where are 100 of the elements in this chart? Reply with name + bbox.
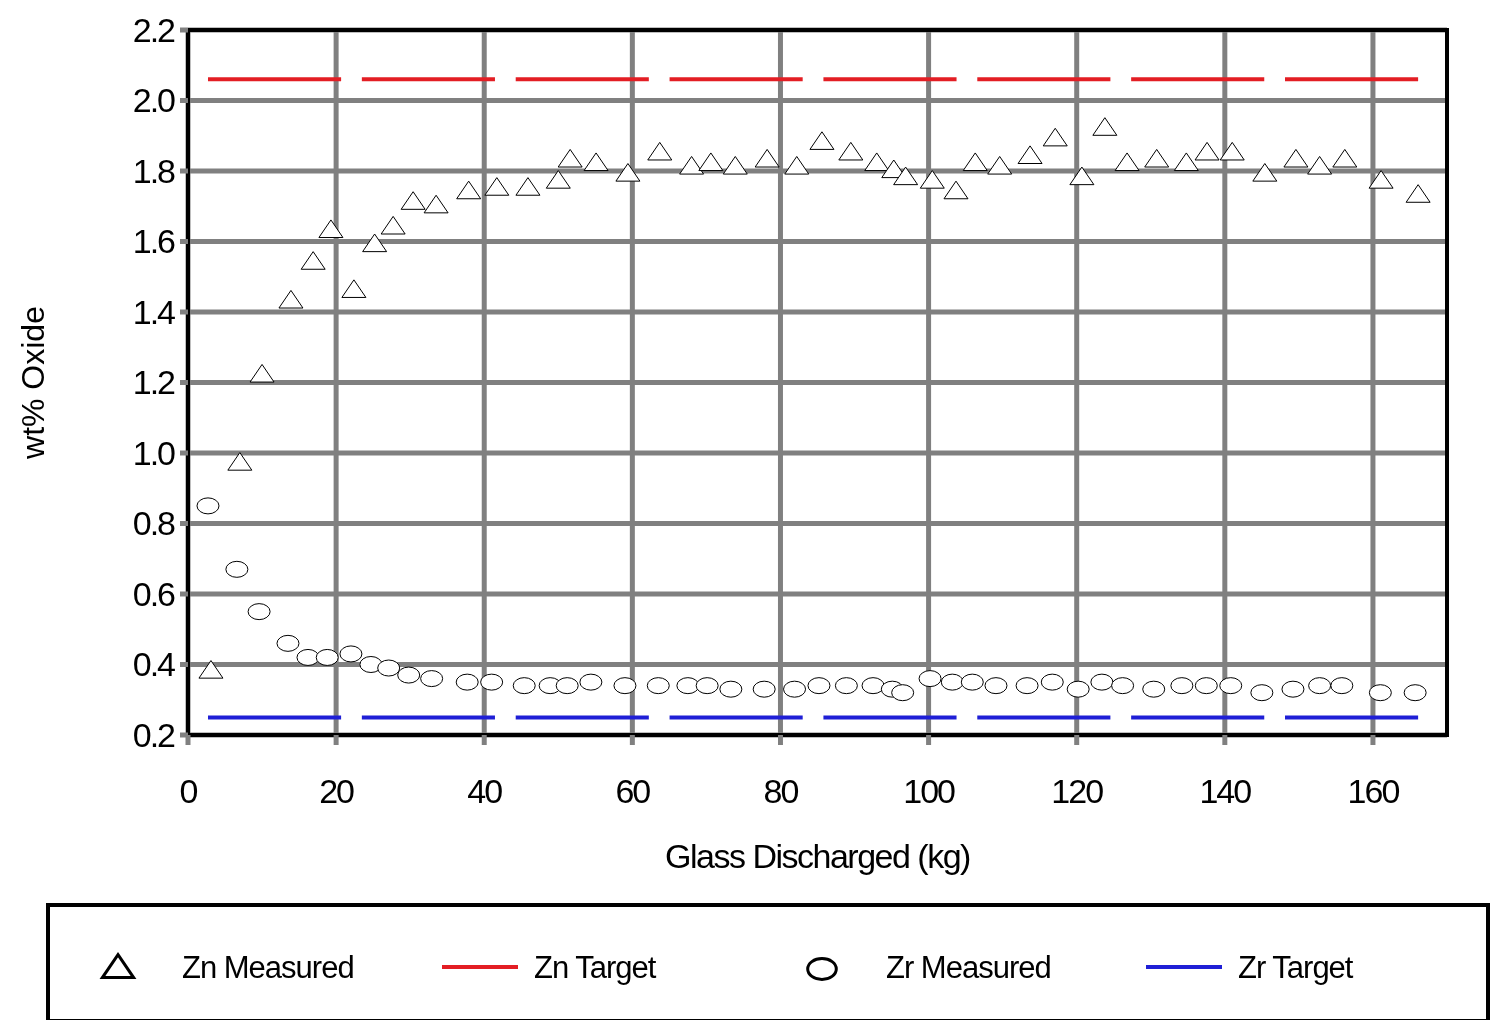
point bbox=[1111, 677, 1135, 695]
point bbox=[400, 191, 426, 210]
point bbox=[752, 680, 776, 698]
point bbox=[1219, 141, 1245, 161]
point bbox=[1015, 677, 1039, 695]
point bbox=[196, 497, 220, 515]
point bbox=[1308, 677, 1332, 695]
point bbox=[579, 673, 603, 691]
point bbox=[380, 215, 406, 235]
x-tick-label: 100 bbox=[903, 772, 956, 810]
point bbox=[1194, 677, 1218, 695]
point bbox=[300, 251, 326, 270]
point bbox=[1170, 677, 1194, 695]
x-tick-label: 80 bbox=[763, 772, 799, 810]
point bbox=[784, 155, 810, 175]
point bbox=[754, 148, 780, 168]
point bbox=[247, 603, 271, 621]
point bbox=[722, 155, 748, 175]
point bbox=[962, 152, 988, 172]
point bbox=[1042, 127, 1068, 147]
y-axis-title: wt% Oxide bbox=[15, 306, 51, 460]
y-tick-label: 1.0 bbox=[132, 433, 176, 472]
x-tick-label: 160 bbox=[1347, 772, 1400, 810]
point bbox=[1173, 152, 1199, 172]
point bbox=[545, 170, 571, 189]
point bbox=[615, 163, 641, 182]
point bbox=[807, 677, 831, 695]
point bbox=[456, 180, 482, 200]
point bbox=[1142, 680, 1166, 698]
point bbox=[918, 670, 942, 688]
point bbox=[698, 152, 724, 172]
point bbox=[1368, 684, 1392, 702]
point bbox=[1403, 684, 1427, 702]
point bbox=[984, 677, 1008, 695]
point bbox=[783, 680, 807, 698]
x-tick-label: 60 bbox=[615, 772, 651, 810]
point bbox=[695, 677, 719, 695]
y-tick-label: 1.8 bbox=[132, 151, 176, 190]
point bbox=[339, 645, 363, 663]
point bbox=[512, 677, 536, 695]
legend-label: Zr Target bbox=[1238, 949, 1354, 985]
x-axis-title: Glass Discharged (kg) bbox=[665, 837, 971, 875]
legend-label: Zr Measured bbox=[886, 949, 1051, 985]
point bbox=[1066, 680, 1090, 698]
point bbox=[1219, 677, 1243, 695]
point bbox=[377, 659, 401, 677]
point bbox=[987, 155, 1013, 175]
point bbox=[1252, 163, 1278, 182]
point bbox=[960, 673, 984, 691]
point bbox=[276, 634, 300, 652]
point bbox=[557, 148, 583, 168]
point bbox=[227, 452, 253, 471]
point bbox=[362, 233, 388, 253]
point bbox=[225, 560, 249, 578]
point bbox=[315, 648, 339, 666]
point bbox=[423, 194, 449, 214]
x-tick-label: 20 bbox=[319, 772, 355, 810]
legend-label: Zn Measured bbox=[182, 949, 354, 985]
point bbox=[1114, 152, 1140, 172]
point bbox=[1330, 677, 1354, 695]
point bbox=[484, 177, 510, 196]
point bbox=[341, 279, 367, 298]
y-tick-label: 1.4 bbox=[132, 292, 176, 331]
point bbox=[1281, 680, 1305, 698]
y-tick-label: 0.8 bbox=[132, 504, 176, 543]
point bbox=[480, 673, 504, 691]
point bbox=[919, 170, 945, 189]
x-tick-label: 140 bbox=[1199, 772, 1252, 810]
point bbox=[679, 155, 705, 175]
point bbox=[1092, 117, 1118, 136]
y-tick-label: 0.6 bbox=[132, 574, 176, 613]
point bbox=[1040, 673, 1064, 691]
point bbox=[555, 677, 579, 695]
point bbox=[583, 152, 609, 172]
y-tick-label: 0.4 bbox=[132, 645, 176, 684]
point bbox=[1069, 166, 1095, 186]
y-tick-label: 2.0 bbox=[132, 81, 176, 120]
point bbox=[1307, 155, 1333, 175]
x-tick-label: 0 bbox=[179, 772, 198, 810]
point bbox=[278, 289, 304, 309]
point bbox=[719, 680, 743, 698]
y-tick-label: 0.2 bbox=[132, 715, 176, 754]
point bbox=[943, 180, 969, 200]
x-tick-label: 40 bbox=[467, 772, 503, 810]
x-tick-label: 120 bbox=[1051, 772, 1104, 810]
point bbox=[864, 152, 890, 172]
point bbox=[1368, 170, 1394, 189]
point bbox=[893, 166, 919, 186]
point bbox=[646, 677, 670, 695]
point bbox=[809, 131, 835, 150]
point bbox=[1332, 148, 1358, 168]
point bbox=[249, 363, 275, 383]
point bbox=[647, 141, 673, 161]
legend-label: Zn Target bbox=[534, 949, 657, 985]
y-tick-label: 1.6 bbox=[132, 222, 176, 261]
point bbox=[318, 219, 344, 239]
point bbox=[613, 677, 637, 695]
y-tick-label: 1.2 bbox=[132, 363, 176, 402]
point bbox=[296, 648, 320, 666]
point bbox=[834, 677, 858, 695]
